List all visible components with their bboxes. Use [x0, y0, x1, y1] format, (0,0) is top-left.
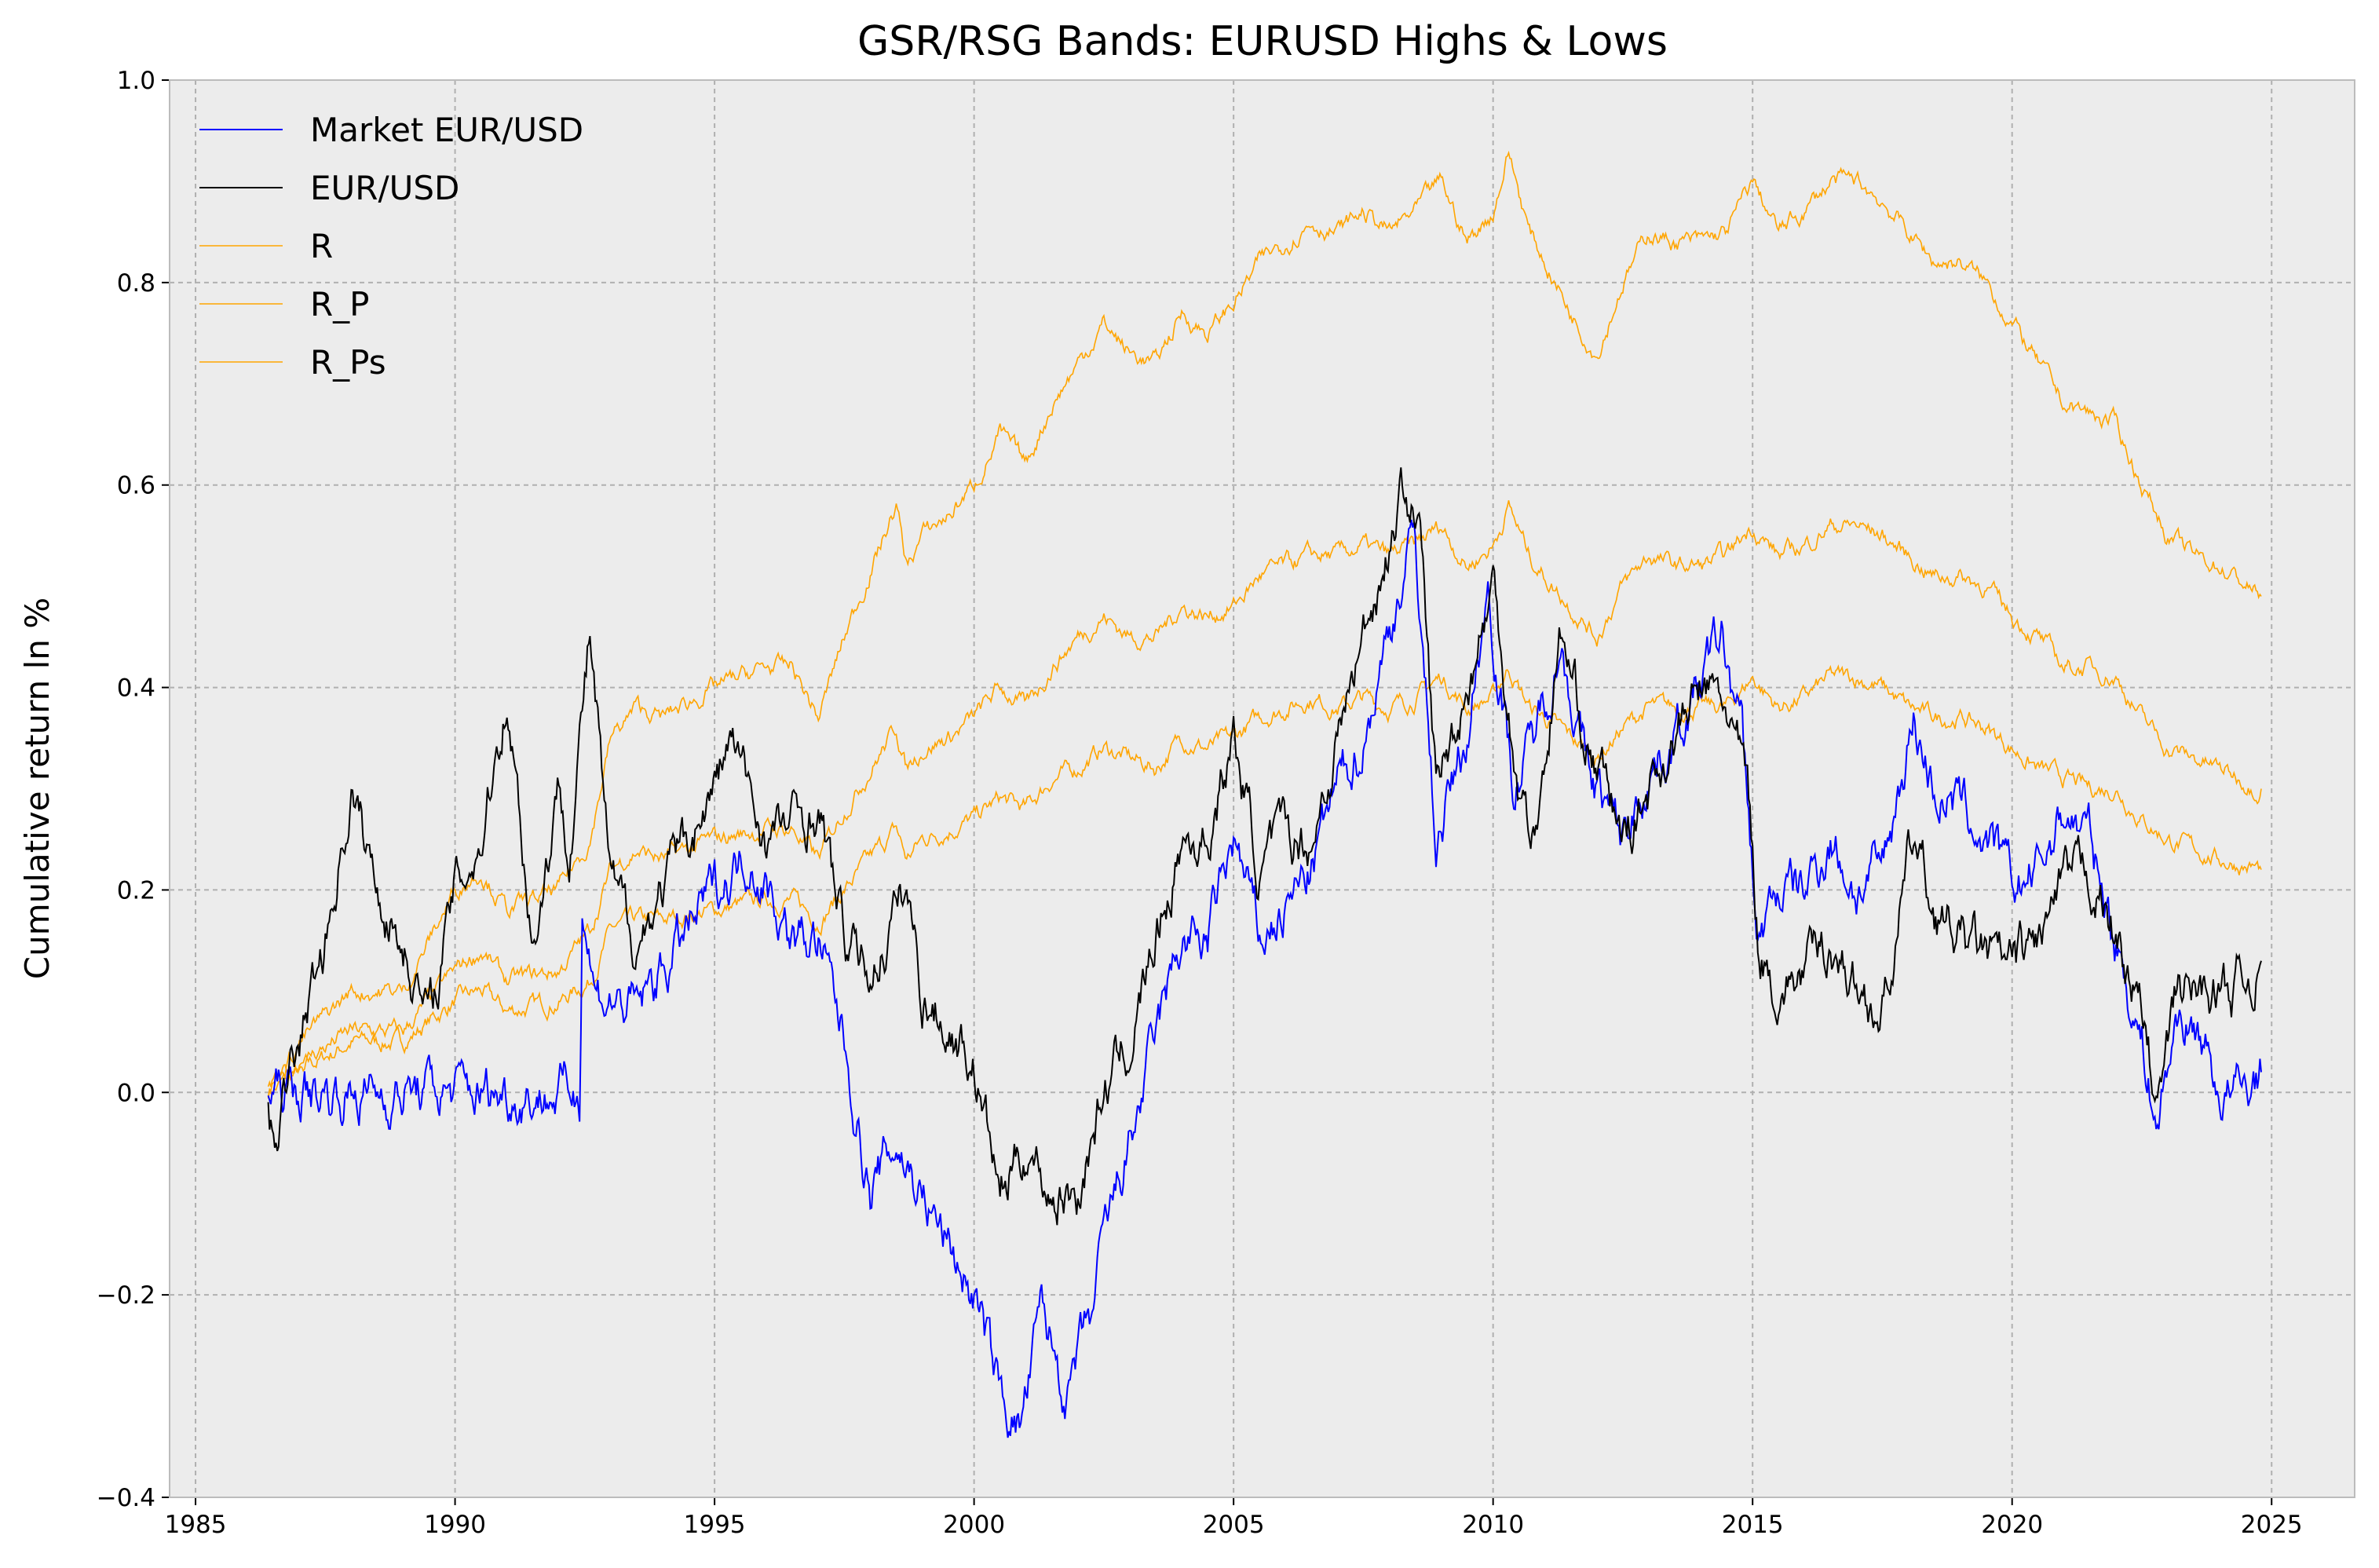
- legend-label: Market EUR/USD: [310, 111, 583, 149]
- x-tick-label: 2020: [1981, 1511, 2043, 1539]
- series-line-market-eur-usd: [267, 519, 2262, 1438]
- legend: Market EUR/USD EUR/USD R R_P R_Ps: [199, 111, 583, 382]
- x-tick-label: 2010: [1462, 1511, 1524, 1539]
- legend-label: R: [310, 227, 333, 265]
- x-tick-label: 1990: [424, 1511, 486, 1539]
- x-tick-label: 1995: [684, 1511, 746, 1539]
- x-tick-label: 2005: [1203, 1511, 1265, 1539]
- y-tick-label: 0.8: [117, 269, 155, 298]
- y-tick-label: 0.0: [117, 1079, 155, 1107]
- y-tick-label: −0.2: [97, 1281, 155, 1310]
- x-tick-label: 2015: [1722, 1511, 1784, 1539]
- x-tick-label: 2000: [943, 1511, 1005, 1539]
- legend-label: R_Ps: [310, 343, 386, 382]
- series-line-r: [267, 664, 2262, 1099]
- y-tick-label: 1.0: [117, 67, 155, 95]
- plot-frame: [169, 79, 2355, 1498]
- chart-title: GSR/RSG Bands: EURUSD Highs & Lows: [857, 18, 1668, 65]
- y-tick-label: 0.2: [117, 876, 155, 905]
- series-line-r-ps: [267, 150, 2262, 1098]
- series-line-eur-usd: [267, 467, 2262, 1226]
- x-tick-label: 2025: [2241, 1511, 2303, 1539]
- y-tick-label: −0.4: [97, 1484, 155, 1512]
- y-tick-label: 0.4: [117, 674, 155, 703]
- x-tick-label: 1985: [165, 1511, 227, 1539]
- series-line-r-p: [267, 500, 2262, 1087]
- legend-label: R_P: [310, 285, 370, 323]
- plot-area: [170, 80, 2355, 1497]
- y-tick-label: 0.6: [117, 472, 155, 500]
- y-axis-label: Cumulative return ln %: [18, 598, 57, 979]
- legend-label: EUR/USD: [310, 169, 459, 207]
